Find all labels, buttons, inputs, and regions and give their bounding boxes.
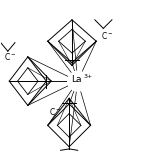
Text: 3+: 3+ [83, 74, 92, 79]
Text: C$^-$: C$^-$ [4, 51, 16, 62]
Text: C$^-$: C$^-$ [101, 30, 113, 41]
Text: C$^-$: C$^-$ [49, 106, 62, 117]
Text: La: La [71, 75, 82, 84]
Circle shape [68, 71, 88, 91]
